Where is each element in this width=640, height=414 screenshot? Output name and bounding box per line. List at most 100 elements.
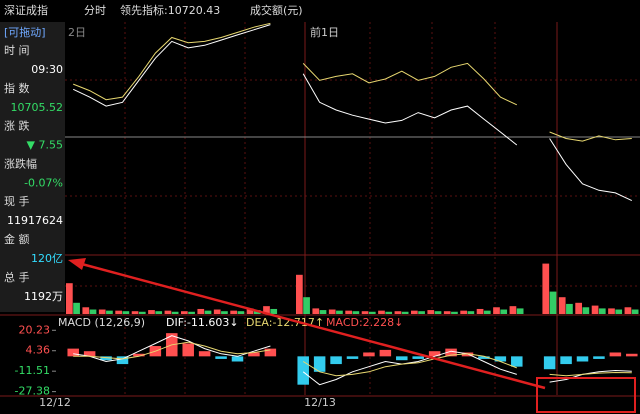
volume-bar [82, 307, 90, 314]
y-tick-label: 20.23 [19, 323, 51, 336]
macd-bar [100, 356, 112, 361]
panel-label: 时 间 [4, 44, 30, 57]
volume-bar [509, 306, 517, 314]
macd-bar [67, 348, 79, 357]
macd-bar [412, 356, 424, 359]
macd-bar [428, 351, 441, 357]
macd-bar [330, 356, 342, 365]
macd-bar [346, 356, 359, 359]
volume-bar [516, 308, 524, 314]
macd-bar [363, 352, 375, 357]
volume-bar [493, 307, 500, 314]
macd-bar [626, 353, 638, 357]
macd-bar [511, 356, 523, 367]
volume-bar [336, 310, 343, 314]
volume-bar [591, 305, 599, 314]
x-label: 12/13 [304, 396, 336, 409]
volume-bar [213, 309, 221, 314]
macd-bar [83, 351, 96, 357]
macd-bar [116, 356, 129, 365]
line [73, 341, 632, 377]
volume-bar [164, 310, 172, 314]
y-tick-label: -11.51 [15, 364, 50, 377]
panel-value: 120亿 [31, 252, 63, 265]
panel-label: 涨跌幅 [4, 156, 37, 170]
day-label: 2日 [68, 26, 86, 39]
macd-bar [182, 343, 194, 357]
macd-title: MACD (12,26,9) [58, 316, 145, 329]
volume-bar [352, 311, 360, 314]
line [73, 335, 632, 386]
macd-bar [313, 356, 326, 372]
volume-bar [181, 311, 188, 314]
macd-bar [297, 356, 309, 385]
macd-bar [609, 352, 622, 357]
volume-bar [345, 310, 352, 314]
toolbar-name[interactable]: 深证成指 [4, 3, 48, 17]
volume-bar [197, 308, 205, 314]
toolbar-lead: 领先指标:10720.43 [120, 3, 220, 17]
volume-bar [221, 311, 228, 314]
volume-bar [230, 310, 237, 314]
macd-bar [379, 349, 392, 357]
macd-bar [133, 353, 145, 357]
volume-bar [624, 307, 632, 314]
volume-bar [155, 311, 163, 314]
volume-bar [394, 311, 402, 314]
volume-bar [246, 308, 254, 314]
macd-bar [560, 356, 572, 365]
panel-value: 10705.52 [11, 101, 64, 114]
volume-bar [476, 308, 484, 314]
volume-bar [312, 308, 320, 314]
panel-value: ▼ 7.55 [27, 139, 63, 152]
macd-bar [494, 356, 507, 362]
volume-bar [598, 308, 606, 314]
macd-bar [248, 352, 260, 357]
macd-bar [198, 351, 211, 357]
volume-bar [171, 311, 179, 314]
toolbar-mode[interactable]: 分时 [84, 4, 106, 17]
volume-bar [188, 311, 195, 314]
macd-bar [396, 356, 408, 361]
volume-bar [631, 309, 639, 314]
volume-bar [237, 311, 245, 314]
volume-bar [270, 308, 278, 314]
volume-bar [303, 297, 310, 314]
volume-bar [148, 310, 155, 314]
volume-bar [558, 297, 566, 314]
panel-title[interactable]: [可拖动] [4, 25, 46, 39]
volume-bar [296, 274, 303, 314]
macd-dea: DEA:-12.717↑ [246, 316, 324, 329]
volume-bar [328, 309, 336, 314]
volume-bar [434, 311, 442, 314]
toolbar-turnover: 成交额(元) [250, 3, 303, 17]
volume-bar [411, 310, 418, 314]
macd-dif: DIF:-11.603↓ [166, 316, 239, 329]
panel-label: 金 额 [4, 232, 30, 246]
volume-bar [385, 311, 393, 314]
volume-bar [467, 311, 475, 314]
volume-bar [608, 308, 615, 314]
volume-bar [361, 311, 369, 314]
volume-bar [319, 310, 327, 314]
volume-bar [131, 311, 139, 314]
panel-value: 11917624 [7, 214, 63, 227]
volume-bar [451, 311, 458, 314]
volume-bar [115, 310, 122, 314]
volume-bar [263, 306, 270, 314]
volume-bar [89, 309, 97, 314]
volume-bar [483, 310, 491, 314]
macd-bar [215, 356, 227, 359]
line [72, 24, 633, 202]
volume-bar [500, 309, 508, 314]
macd-bar [231, 356, 244, 362]
volume-bar [582, 307, 590, 314]
volume-bar [122, 311, 130, 314]
line [73, 22, 632, 142]
macd-bar [576, 356, 589, 362]
y-tick-label: -27.38 [15, 385, 50, 398]
panel-value: 09:30 [31, 63, 63, 76]
y-tick-label: 4.36 [26, 344, 51, 357]
